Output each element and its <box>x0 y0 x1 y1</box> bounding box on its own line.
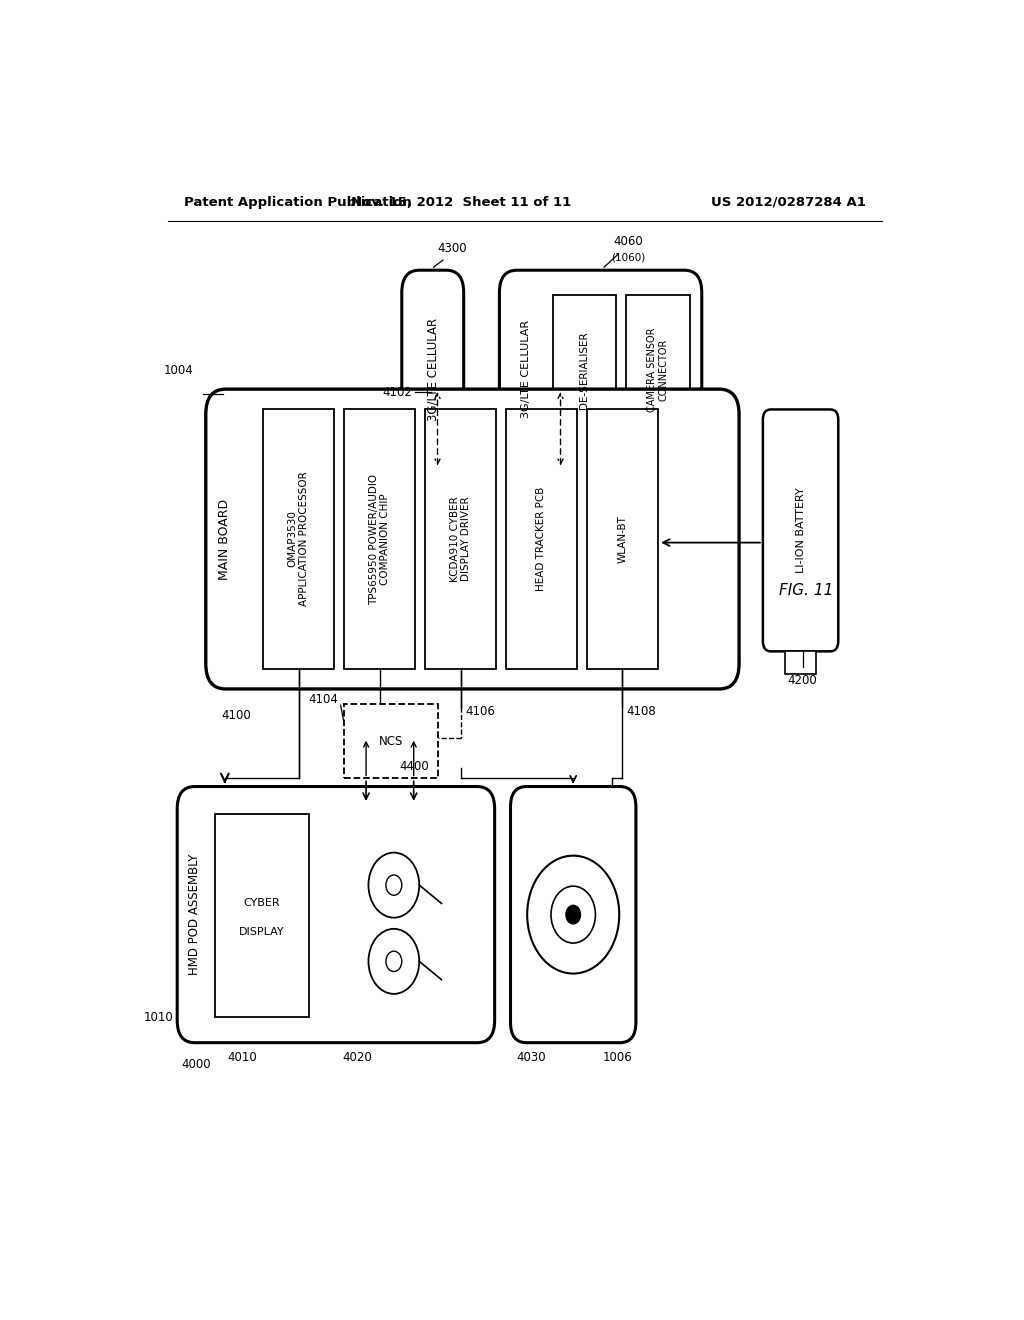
Bar <box>215 814 309 1018</box>
FancyBboxPatch shape <box>500 271 701 469</box>
Text: DE-SERIALISER: DE-SERIALISER <box>580 331 590 409</box>
Text: 4108: 4108 <box>627 705 656 718</box>
Text: Nov. 15, 2012  Sheet 11 of 11: Nov. 15, 2012 Sheet 11 of 11 <box>351 195 571 209</box>
FancyBboxPatch shape <box>401 271 464 469</box>
Text: 4060: 4060 <box>613 235 643 248</box>
Text: 4000: 4000 <box>181 1057 211 1071</box>
Bar <box>506 409 578 669</box>
Text: 4106: 4106 <box>465 705 496 718</box>
Bar <box>425 409 497 669</box>
Text: 4100: 4100 <box>221 709 251 722</box>
Bar <box>785 651 816 673</box>
FancyBboxPatch shape <box>177 787 495 1043</box>
Text: TPS65950 POWER/AUDIO
COMPANION CHIP: TPS65950 POWER/AUDIO COMPANION CHIP <box>369 474 390 605</box>
Circle shape <box>566 906 581 924</box>
Text: CAMERA SENSOR
CONNECTOR: CAMERA SENSOR CONNECTOR <box>647 327 669 412</box>
Text: 4010: 4010 <box>227 1051 257 1064</box>
Text: DISPLAY: DISPLAY <box>240 927 285 937</box>
Text: CYBER: CYBER <box>244 899 281 908</box>
Text: LI-ION BATTERY: LI-ION BATTERY <box>796 487 806 573</box>
Text: KCDA910 CYBER
DISPLAY DRIVER: KCDA910 CYBER DISPLAY DRIVER <box>450 496 471 582</box>
FancyBboxPatch shape <box>763 409 839 651</box>
Bar <box>344 409 416 669</box>
Text: 4400: 4400 <box>399 760 430 774</box>
Text: NCS: NCS <box>379 735 402 748</box>
Text: 4102: 4102 <box>382 385 412 399</box>
FancyBboxPatch shape <box>511 787 636 1043</box>
Text: FIG. 11: FIG. 11 <box>779 583 834 598</box>
Text: HMD POD ASSEMBLY: HMD POD ASSEMBLY <box>188 854 201 975</box>
Text: Patent Application Publication: Patent Application Publication <box>183 195 412 209</box>
Text: 4104: 4104 <box>308 693 338 706</box>
Text: 4030: 4030 <box>517 1051 547 1064</box>
Bar <box>627 294 690 445</box>
Text: US 2012/0287284 A1: US 2012/0287284 A1 <box>712 195 866 209</box>
Text: WLAN-BT: WLAN-BT <box>617 515 628 562</box>
Text: OMAP3530
APPLICATION PROCESSOR: OMAP3530 APPLICATION PROCESSOR <box>288 471 309 606</box>
Text: 3G/LTE CELLULAR: 3G/LTE CELLULAR <box>520 321 530 418</box>
Text: 4200: 4200 <box>787 673 817 686</box>
Bar <box>344 704 437 779</box>
Text: 1010: 1010 <box>143 1011 173 1024</box>
Text: MAIN BOARD: MAIN BOARD <box>217 499 230 579</box>
Text: 4300: 4300 <box>437 242 467 255</box>
Text: (1060): (1060) <box>611 253 645 263</box>
Text: HEAD TRACKER PCB: HEAD TRACKER PCB <box>537 487 547 591</box>
Bar <box>263 409 334 669</box>
Text: 1004: 1004 <box>164 364 194 378</box>
Text: 1006: 1006 <box>602 1051 632 1064</box>
Text: 3G/LTE CELLULAR: 3G/LTE CELLULAR <box>426 318 439 421</box>
Bar <box>587 409 658 669</box>
Text: 4020: 4020 <box>342 1051 372 1064</box>
Bar <box>553 294 616 445</box>
FancyBboxPatch shape <box>206 389 739 689</box>
